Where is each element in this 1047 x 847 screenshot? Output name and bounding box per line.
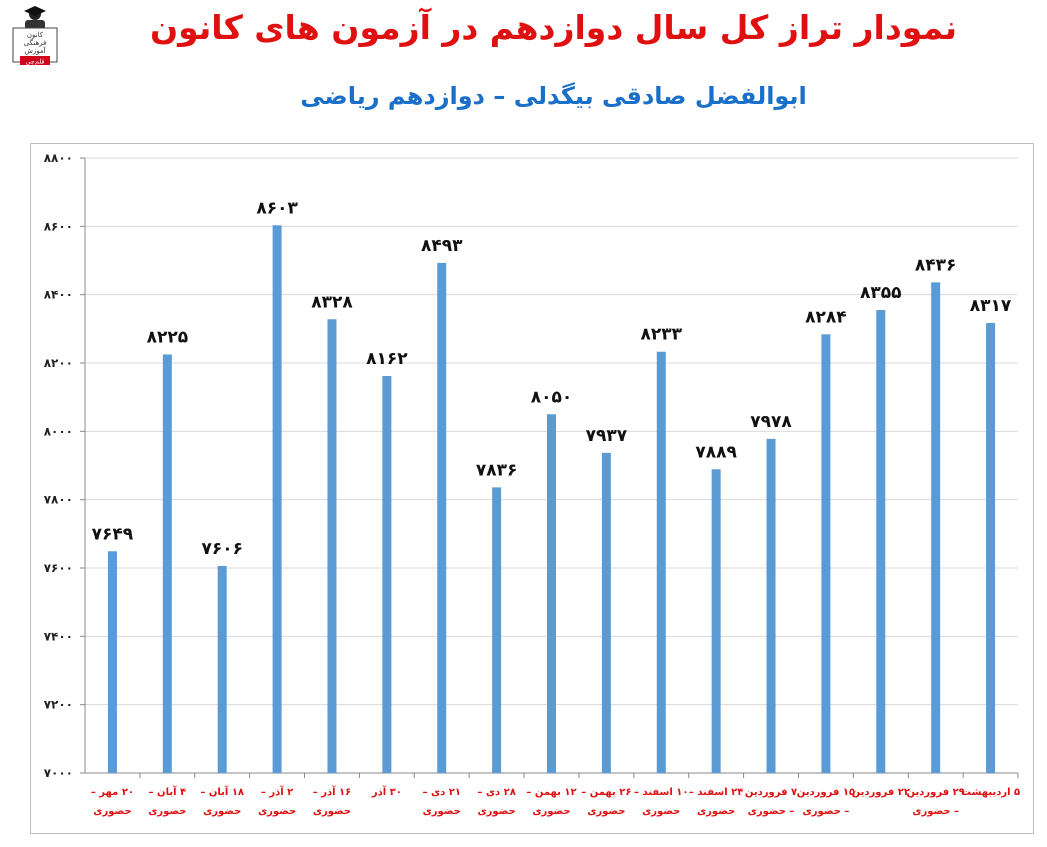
- data-label: ۸۴۹۳: [421, 236, 463, 256]
- x-tick-label: حضوری: [313, 806, 351, 817]
- bar: [272, 225, 282, 773]
- bar: [162, 354, 172, 773]
- x-tick-label: حضوری: [697, 806, 735, 817]
- x-tick-label: حضوری: [148, 806, 186, 817]
- data-label: ۷۶۰۶: [201, 539, 243, 559]
- chart-main-title: نمودار تراز کل سال دوازدهم در آزمون های …: [149, 8, 958, 47]
- x-tick-label: ۴ آبان –: [149, 785, 187, 798]
- data-label: ۷۹۷۸: [750, 412, 792, 432]
- x-tick-label: حضوری: [423, 806, 461, 817]
- bar: [107, 551, 117, 773]
- bar: [931, 282, 941, 773]
- bar: [327, 319, 337, 773]
- data-label: ۸۴۳۶: [915, 255, 957, 275]
- x-tick-label: ۱۲ بهمن –: [526, 787, 576, 798]
- logo-line-1: کانون: [27, 31, 44, 39]
- logo-graphic: کانون فرهنگی آموزش قلم‌چی: [12, 6, 58, 66]
- data-label: ۸۳۵۵: [860, 283, 902, 303]
- x-tick-label: – حضوری: [803, 806, 850, 817]
- logo-line-2: فرهنگی: [24, 38, 47, 47]
- x-tick-label: حضوری: [532, 806, 570, 817]
- x-tick-label: ۵ اردیبهشت: [961, 787, 1020, 798]
- x-tick-label: – حضوری: [912, 806, 959, 817]
- y-tick-label: ۷۸۰۰: [44, 493, 73, 507]
- data-label: ۸۲۸۴: [805, 307, 847, 327]
- data-label: ۷۹۳۷: [586, 426, 628, 446]
- bar: [821, 334, 831, 773]
- chart-area: [30, 143, 1034, 834]
- x-tick-label: حضوری: [477, 806, 515, 817]
- x-tick-label: ۲۲ فروردین: [852, 787, 910, 798]
- x-tick-label: ۳۰ آذر: [371, 785, 402, 798]
- y-tick-label: ۸۸۰۰: [44, 151, 73, 165]
- x-tick-label: ۱۰ اسفند –: [634, 787, 689, 798]
- data-label: ۷۶۴۹: [92, 524, 134, 544]
- x-tick-label: ۱۶ آذر –: [313, 785, 352, 798]
- bar: [711, 469, 721, 773]
- data-label: ۸۶۰۳: [256, 198, 298, 218]
- y-tick-label: ۷۴۰۰: [44, 629, 73, 643]
- y-tick-label: ۸۶۰۰: [44, 219, 73, 233]
- x-tick-label: – حضوری: [748, 806, 795, 817]
- kanoon-logo: کانون فرهنگی آموزش قلم‌چی: [10, 6, 60, 70]
- y-tick-label: ۸۴۰۰: [44, 288, 73, 302]
- x-tick-label: حضوری: [93, 806, 131, 817]
- x-tick-label: ۷ فروردین: [745, 787, 797, 798]
- x-tick-label: ۲۹ فروردین: [907, 787, 965, 798]
- bar: [382, 375, 392, 773]
- bar: [492, 487, 502, 773]
- x-tick-label: ۲۱ دی –: [422, 787, 460, 798]
- x-tick-label: ۲۴ اسفند –: [689, 787, 744, 798]
- data-label: ۸۰۵۰: [531, 387, 573, 407]
- bar: [656, 351, 666, 773]
- data-label: ۸۲۲۵: [147, 327, 189, 347]
- chart-subtitle: ابوالفضل صادقی بیگدلی – دوازدهم ریاضی: [300, 82, 807, 110]
- data-label: ۸۱۶۲: [366, 349, 408, 369]
- bar: [876, 310, 886, 773]
- x-tick-label: حضوری: [258, 806, 296, 817]
- bar: [547, 414, 556, 773]
- x-tick-label: ۱۵ فروردین: [797, 787, 855, 798]
- data-label: ۸۳۲۸: [311, 292, 353, 312]
- x-tick-label: ۲۰ مهر –: [91, 787, 134, 798]
- bar: [601, 452, 611, 773]
- logo-line-4: قلم‌چی: [25, 58, 44, 66]
- x-tick-label: ۲۶ بهمن –: [581, 787, 631, 798]
- data-label: ۸۲۳۳: [641, 325, 683, 345]
- x-tick-label: ۲۸ دی –: [477, 787, 515, 798]
- x-tick-label: حضوری: [587, 806, 625, 817]
- bar: [766, 438, 776, 773]
- x-tick-label: ۱۸ آبان –: [200, 785, 244, 798]
- x-tick-label: حضوری: [642, 806, 680, 817]
- bar: [986, 323, 996, 773]
- x-tick-label: ۲ آذر –: [261, 785, 293, 798]
- y-tick-label: ۷۰۰۰: [44, 766, 73, 780]
- y-tick-label: ۷۶۰۰: [44, 561, 73, 575]
- bar: [437, 262, 447, 773]
- data-label: ۷۸۸۹: [695, 442, 737, 462]
- logo-line-3: آموزش: [24, 46, 46, 55]
- y-tick-label: ۷۲۰۰: [44, 698, 73, 712]
- data-label: ۸۳۱۷: [970, 296, 1012, 316]
- data-label: ۷۸۳۶: [476, 460, 518, 480]
- x-tick-label: حضوری: [203, 806, 241, 817]
- y-tick-label: ۸۰۰۰: [44, 424, 73, 438]
- bar: [217, 565, 227, 773]
- y-tick-label: ۸۲۰۰: [44, 356, 73, 370]
